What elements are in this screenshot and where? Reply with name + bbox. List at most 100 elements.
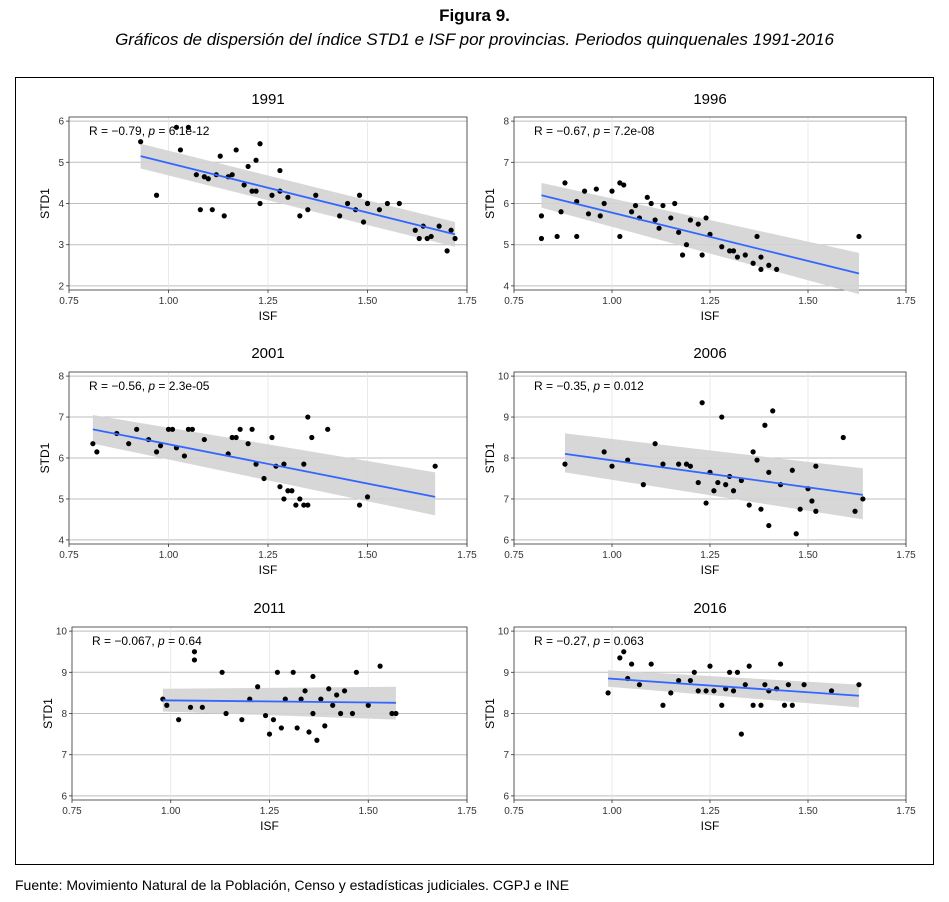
data-point	[652, 217, 658, 223]
y-tick-label: 8	[503, 709, 509, 720]
data-point	[766, 262, 772, 268]
data-point	[412, 227, 418, 233]
data-point	[860, 496, 866, 502]
data-point	[617, 233, 623, 240]
data-point	[852, 508, 858, 514]
data-point	[793, 531, 799, 537]
data-point	[734, 254, 741, 260]
data-point	[241, 182, 247, 188]
data-point	[452, 235, 458, 242]
data-point	[341, 688, 348, 694]
data-point	[676, 677, 682, 684]
x-axis-label: ISF	[701, 819, 720, 833]
data-point	[334, 692, 340, 698]
annotation-p-label: p	[592, 124, 600, 138]
annotation-p-value: = 7.2e-08	[600, 124, 655, 138]
data-point	[193, 172, 199, 178]
data-point	[325, 426, 331, 432]
y-tick-label: 7	[503, 494, 509, 505]
x-tick-label: 1.25	[258, 296, 278, 307]
data-point	[290, 669, 296, 675]
y-tick-label: 8	[503, 454, 509, 465]
x-tick-label: 1.00	[159, 296, 179, 307]
x-tick-label: 0.75	[504, 296, 524, 307]
x-tick-label: 0.75	[504, 550, 524, 561]
x-tick-label: 1.25	[700, 550, 720, 561]
y-tick-label: 4	[58, 535, 64, 546]
x-axis-label: ISF	[259, 309, 278, 323]
data-point	[656, 225, 662, 231]
data-point	[185, 426, 191, 432]
data-point	[269, 434, 275, 441]
data-point	[253, 188, 259, 194]
data-point	[558, 209, 564, 215]
confidence-band	[564, 433, 863, 520]
data-point	[742, 252, 748, 258]
data-point	[699, 400, 705, 406]
data-point	[840, 434, 846, 441]
data-point	[770, 408, 776, 414]
annotation-p-label: p	[157, 634, 165, 648]
data-point	[789, 702, 795, 708]
x-axis-label: ISF	[701, 309, 720, 323]
data-point	[621, 649, 627, 655]
data-point	[719, 702, 725, 708]
data-point	[177, 147, 184, 153]
data-point	[750, 449, 756, 455]
y-axis-label: STD1	[483, 442, 497, 473]
data-point	[703, 500, 709, 506]
data-point	[189, 426, 195, 432]
data-point	[229, 434, 235, 441]
y-tick-label: 8	[503, 117, 509, 128]
data-point	[774, 266, 780, 273]
data-point	[191, 649, 198, 655]
x-tick-label: 1.00	[602, 296, 622, 307]
panel-title: 2001	[251, 345, 284, 362]
x-tick-label: 1.25	[700, 296, 720, 307]
data-point	[277, 167, 283, 174]
annotation-p-value: = 0.64	[165, 634, 202, 648]
data-point	[277, 484, 283, 490]
y-tick-label: 10	[56, 627, 68, 638]
x-tick-label: 1.75	[896, 550, 916, 561]
data-point	[609, 188, 615, 194]
y-tick-label: 9	[503, 413, 509, 424]
data-point	[337, 213, 343, 219]
data-point	[432, 463, 438, 469]
data-point	[223, 710, 229, 717]
panel-2006: 6 7 8 9 10 0.75 1.00 1.25 1.50 1.75 2006 ISF STD1 R =…	[483, 345, 916, 577]
panel-title: 2006	[693, 345, 726, 362]
data-point	[219, 669, 225, 675]
y-tick-label: 6	[58, 117, 64, 128]
data-point	[750, 702, 756, 708]
data-point	[261, 475, 267, 482]
data-point	[629, 209, 635, 215]
data-point	[777, 661, 784, 667]
data-point	[538, 235, 545, 242]
data-point	[660, 702, 666, 708]
data-point	[703, 215, 709, 221]
y-tick-label: 10	[498, 627, 510, 638]
panel-2016: 6 7 8 9 10 0.75 1.00 1.25 1.50 1.75 2016 ISF STD1 R =…	[483, 600, 916, 833]
data-point	[297, 496, 303, 502]
data-point	[754, 233, 760, 240]
data-point	[758, 254, 764, 260]
y-tick-label: 6	[503, 791, 509, 802]
data-point	[201, 174, 207, 180]
confidence-band	[92, 415, 436, 516]
data-point	[249, 426, 255, 432]
data-point	[621, 182, 627, 188]
data-point	[801, 682, 807, 688]
data-point	[629, 661, 635, 667]
x-tick-label: 1.75	[457, 296, 477, 307]
data-point	[428, 233, 434, 240]
data-point	[253, 157, 259, 163]
x-tick-label: 1.50	[358, 296, 378, 307]
data-point	[554, 233, 560, 240]
data-point	[165, 426, 172, 432]
data-point	[746, 502, 752, 508]
data-point	[187, 704, 194, 710]
data-point	[730, 248, 737, 254]
data-point	[138, 139, 144, 145]
y-tick-label: 7	[61, 750, 67, 761]
